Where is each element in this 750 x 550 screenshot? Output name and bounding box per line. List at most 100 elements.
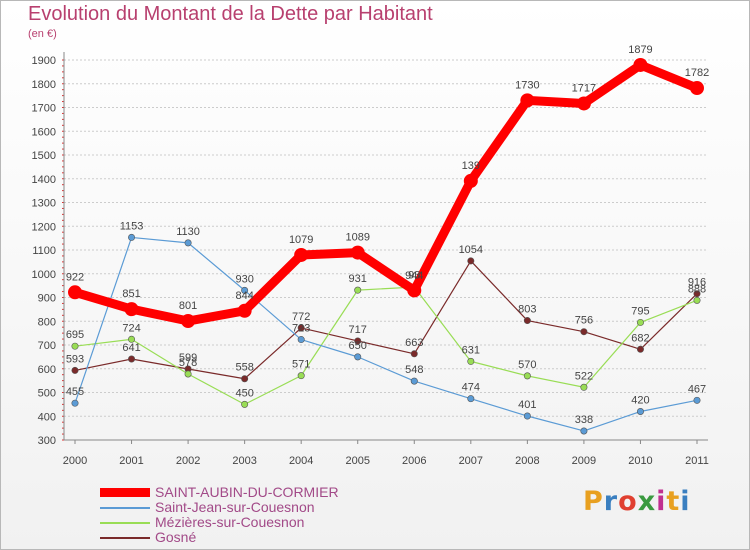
data-label: 1782 xyxy=(685,67,709,79)
data-point xyxy=(241,286,249,294)
y-tick-label: 1000 xyxy=(32,269,56,281)
data-label: 916 xyxy=(688,277,706,289)
data-point xyxy=(580,427,588,435)
data-label: 578 xyxy=(179,357,197,369)
data-label: 803 xyxy=(518,304,536,316)
data-point xyxy=(354,353,362,361)
data-label: 570 xyxy=(518,359,536,371)
data-point xyxy=(523,372,531,380)
y-tick-label: 400 xyxy=(38,411,56,423)
data-point xyxy=(184,239,192,247)
data-point xyxy=(576,96,591,111)
series-line-2 xyxy=(74,286,698,405)
data-point xyxy=(297,324,305,332)
data-label: 401 xyxy=(518,399,536,411)
data-label: 558 xyxy=(235,362,253,374)
y-tick-label: 800 xyxy=(38,316,56,328)
data-label: 467 xyxy=(688,383,706,395)
y-tick-label: 1400 xyxy=(32,174,56,186)
data-label: 888 xyxy=(688,283,706,295)
data-label: 844 xyxy=(235,290,253,302)
data-label: 1130 xyxy=(176,226,200,238)
data-point xyxy=(128,335,136,343)
x-tick-label: 2007 xyxy=(459,455,483,467)
data-point xyxy=(523,412,531,420)
logo-letter: i xyxy=(680,486,691,517)
data-label: 801 xyxy=(179,300,197,312)
data-point xyxy=(463,173,478,188)
data-label: 1717 xyxy=(572,82,596,94)
data-label: 930 xyxy=(235,273,253,285)
data-label: 641 xyxy=(122,342,140,354)
data-point xyxy=(636,318,644,326)
x-tick-label: 2001 xyxy=(119,455,143,467)
logo-letter: r xyxy=(603,486,619,517)
data-point xyxy=(580,328,588,336)
data-point xyxy=(71,399,79,407)
data-label: 795 xyxy=(631,305,649,317)
chart-subtitle: (en €) xyxy=(28,28,57,40)
chart-title: Evolution du Montant de la Dette par Hab… xyxy=(28,3,433,25)
data-point xyxy=(181,314,196,329)
legend-label: Gosné xyxy=(155,529,197,545)
series-line-1 xyxy=(74,236,698,432)
legend-label: SAINT-AUBIN-DU-CORMIER xyxy=(155,484,339,500)
data-label: 1089 xyxy=(345,232,369,244)
data-point xyxy=(68,285,82,300)
x-tick-label: 2003 xyxy=(232,455,256,467)
data-label: 663 xyxy=(405,337,423,349)
x-tick-label: 2009 xyxy=(572,455,596,467)
y-tick-label: 1100 xyxy=(32,245,56,257)
legend-label: Mézières-sur-Couesnon xyxy=(155,514,305,530)
data-point xyxy=(71,342,79,350)
data-label: 650 xyxy=(349,340,367,352)
data-point xyxy=(636,345,644,353)
data-label: 717 xyxy=(349,324,367,336)
data-label: 1054 xyxy=(459,244,483,256)
data-label: 1879 xyxy=(628,44,652,56)
data-label: 599 xyxy=(179,352,197,364)
proxiti-logo: Proxiti xyxy=(583,486,691,517)
data-label: 724 xyxy=(122,322,140,334)
data-label: 450 xyxy=(235,387,253,399)
data-point xyxy=(354,337,362,345)
data-label: 1079 xyxy=(289,234,313,246)
x-tick-label: 2005 xyxy=(345,455,369,467)
data-point xyxy=(580,383,588,391)
data-point xyxy=(693,296,701,304)
legend-swatch xyxy=(100,537,150,539)
x-tick-label: 2000 xyxy=(63,455,87,467)
y-tick-label: 1800 xyxy=(32,79,56,91)
legend-label: Saint-Jean-sur-Couesnon xyxy=(155,499,315,515)
data-point xyxy=(237,303,252,318)
data-point xyxy=(410,377,418,385)
y-tick-label: 1500 xyxy=(32,150,56,162)
data-point xyxy=(467,357,475,365)
x-tick-label: 2008 xyxy=(515,455,539,467)
x-tick-label: 2002 xyxy=(176,455,200,467)
data-point xyxy=(241,375,249,383)
data-label: 695 xyxy=(66,329,84,341)
data-label: 548 xyxy=(405,364,423,376)
logo-letter: t xyxy=(666,486,681,517)
y-tick-label: 1900 xyxy=(32,55,56,67)
data-label: 93 xyxy=(408,269,420,281)
x-tick-label: 2011 xyxy=(685,455,709,467)
logo-letter: x xyxy=(637,486,657,517)
data-label: 571 xyxy=(292,359,310,371)
logo-letter: i xyxy=(656,486,667,517)
data-point xyxy=(128,233,136,241)
data-label: 682 xyxy=(631,332,649,344)
y-tick-label: 300 xyxy=(38,435,56,447)
data-label: 139 xyxy=(462,160,480,172)
data-label: 756 xyxy=(575,315,593,327)
data-point xyxy=(297,336,305,344)
logo-letter: o xyxy=(618,486,638,517)
data-label: 723 xyxy=(292,323,310,335)
data-label: 420 xyxy=(631,395,649,407)
data-point xyxy=(241,400,249,408)
series-line-3 xyxy=(74,260,698,380)
data-label: 631 xyxy=(462,344,480,356)
data-point xyxy=(523,317,531,325)
